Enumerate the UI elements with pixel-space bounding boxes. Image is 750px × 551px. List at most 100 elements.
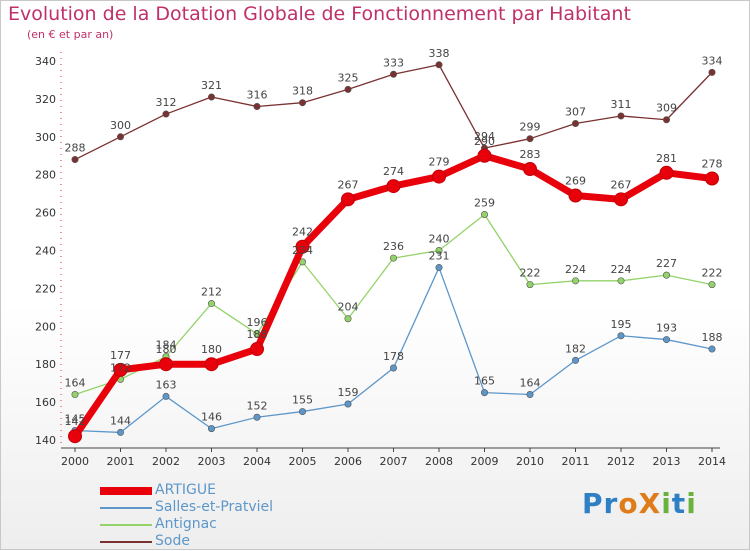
data-label-artigue: 281 xyxy=(656,152,677,165)
data-label-salles-et-pratviel: 146 xyxy=(201,411,222,424)
data-point-antignac xyxy=(571,277,579,285)
x-tick-label: 2013 xyxy=(653,455,681,468)
data-label-artigue: 274 xyxy=(383,165,404,178)
data-label-artigue: 267 xyxy=(611,178,632,191)
data-point-artigue xyxy=(477,148,492,163)
x-tick-label: 2008 xyxy=(425,455,453,468)
data-label-artigue: 180 xyxy=(156,343,177,356)
legend-swatch xyxy=(100,487,152,495)
data-point-sode xyxy=(571,120,579,128)
x-tick-label: 2009 xyxy=(471,455,499,468)
y-tick-label: 140 xyxy=(35,434,56,447)
data-label-sode: 318 xyxy=(292,85,313,98)
data-point-antignac xyxy=(662,271,670,279)
data-point-artigue xyxy=(68,429,82,444)
legend-swatch xyxy=(100,507,152,509)
data-label-antignac: 222 xyxy=(702,267,723,280)
data-point-artigue xyxy=(568,188,583,203)
x-tick-label: 2014 xyxy=(698,455,726,468)
data-label-sode: 288 xyxy=(65,142,86,155)
data-point-salles-et-pratviel xyxy=(571,356,579,364)
logo-letter: X xyxy=(638,487,662,520)
data-point-sode xyxy=(117,133,125,141)
data-point-sode xyxy=(253,102,261,110)
data-label-antignac: 224 xyxy=(611,263,632,276)
data-label-salles-et-pratviel: 178 xyxy=(383,350,404,363)
logo-letter: P xyxy=(582,487,604,520)
x-tick-label: 2003 xyxy=(198,455,226,468)
x-tick-label: 2012 xyxy=(607,455,635,468)
x-tick-label: 2007 xyxy=(380,455,408,468)
data-point-salles-et-pratviel xyxy=(344,400,352,408)
logo-letter: i xyxy=(686,487,697,520)
data-label-artigue: 283 xyxy=(520,148,541,161)
data-label-antignac: 164 xyxy=(65,377,86,390)
data-label-artigue: 279 xyxy=(429,156,450,169)
y-tick-label: 180 xyxy=(35,358,56,371)
data-label-antignac: 196 xyxy=(247,316,268,329)
data-label-artigue: 188 xyxy=(247,328,268,341)
y-tick-label: 320 xyxy=(35,93,56,106)
x-tick-label: 2001 xyxy=(107,455,135,468)
x-tick-label: 2000 xyxy=(61,455,89,468)
legend-label: Sode xyxy=(155,533,190,549)
data-label-salles-et-pratviel: 152 xyxy=(247,399,268,412)
series-line-sode xyxy=(74,64,713,161)
data-point-antignac xyxy=(435,247,443,255)
data-label-sode: 307 xyxy=(565,106,586,119)
y-tick-label: 340 xyxy=(35,55,56,68)
logo-letter: o xyxy=(618,487,639,520)
legend-swatch xyxy=(100,541,152,543)
chart-axes: 140 160 180 200 220 240 260 280 300 320 340 2000 200… xyxy=(35,52,726,468)
data-point-antignac xyxy=(389,254,397,262)
data-label-antignac: 204 xyxy=(338,301,359,314)
data-point-artigue xyxy=(705,171,719,186)
data-point-sode xyxy=(389,70,397,78)
chart-subtitle: (en € et par an) xyxy=(27,28,114,41)
data-label-antignac: 227 xyxy=(656,257,677,270)
data-label-salles-et-pratviel: 182 xyxy=(565,342,586,355)
data-point-artigue xyxy=(432,169,446,184)
data-point-sode xyxy=(526,135,534,143)
data-point-salles-et-pratviel xyxy=(480,389,488,397)
data-point-artigue xyxy=(523,162,537,177)
data-label-salles-et-pratviel: 165 xyxy=(474,375,495,388)
data-label-sode: 338 xyxy=(429,47,450,60)
data-point-salles-et-pratviel xyxy=(298,408,306,416)
legend-label: Salles-et-Pratviel xyxy=(155,499,274,515)
data-point-antignac xyxy=(526,281,534,289)
data-point-artigue xyxy=(295,239,310,254)
logo-letter: i xyxy=(661,487,672,520)
data-label-salles-et-pratviel: 144 xyxy=(110,414,131,427)
data-label-sode: 321 xyxy=(201,79,222,92)
series-layer xyxy=(68,61,719,444)
data-label-antignac: 234 xyxy=(292,244,313,257)
data-label-sode: 312 xyxy=(156,96,177,109)
data-label-antignac: 240 xyxy=(429,233,450,246)
data-label-antignac: 172 xyxy=(110,361,131,374)
proxiti-logo: ProXiti xyxy=(582,487,697,520)
x-tick-label: 2004 xyxy=(243,455,271,468)
data-label-sode: 300 xyxy=(110,119,131,132)
data-point-salles-et-pratviel xyxy=(162,392,170,400)
data-point-antignac xyxy=(708,281,716,289)
data-label-artigue: 290 xyxy=(474,135,495,148)
y-tick-label: 220 xyxy=(35,282,56,295)
data-label-artigue: 267 xyxy=(338,178,359,191)
data-point-antignac xyxy=(71,391,79,399)
data-label-salles-et-pratviel: 195 xyxy=(611,318,632,331)
data-point-artigue xyxy=(204,357,219,372)
data-label-sode: 294 xyxy=(474,130,495,143)
x-tick-label: 2010 xyxy=(516,455,544,468)
data-label-salles-et-pratviel: 193 xyxy=(656,322,677,335)
data-label-salles-et-pratviel: 145 xyxy=(65,413,86,426)
data-point-salles-et-pratviel xyxy=(389,364,397,372)
data-point-antignac xyxy=(617,277,625,285)
data-point-sode xyxy=(435,61,443,69)
data-point-artigue xyxy=(113,362,128,377)
data-label-sode: 316 xyxy=(247,88,268,101)
legend-label: ARTIGUE xyxy=(155,482,216,498)
data-label-artigue: 180 xyxy=(201,343,222,356)
data-label-artigue: 177 xyxy=(110,349,131,362)
data-label-artigue: 269 xyxy=(565,175,586,188)
